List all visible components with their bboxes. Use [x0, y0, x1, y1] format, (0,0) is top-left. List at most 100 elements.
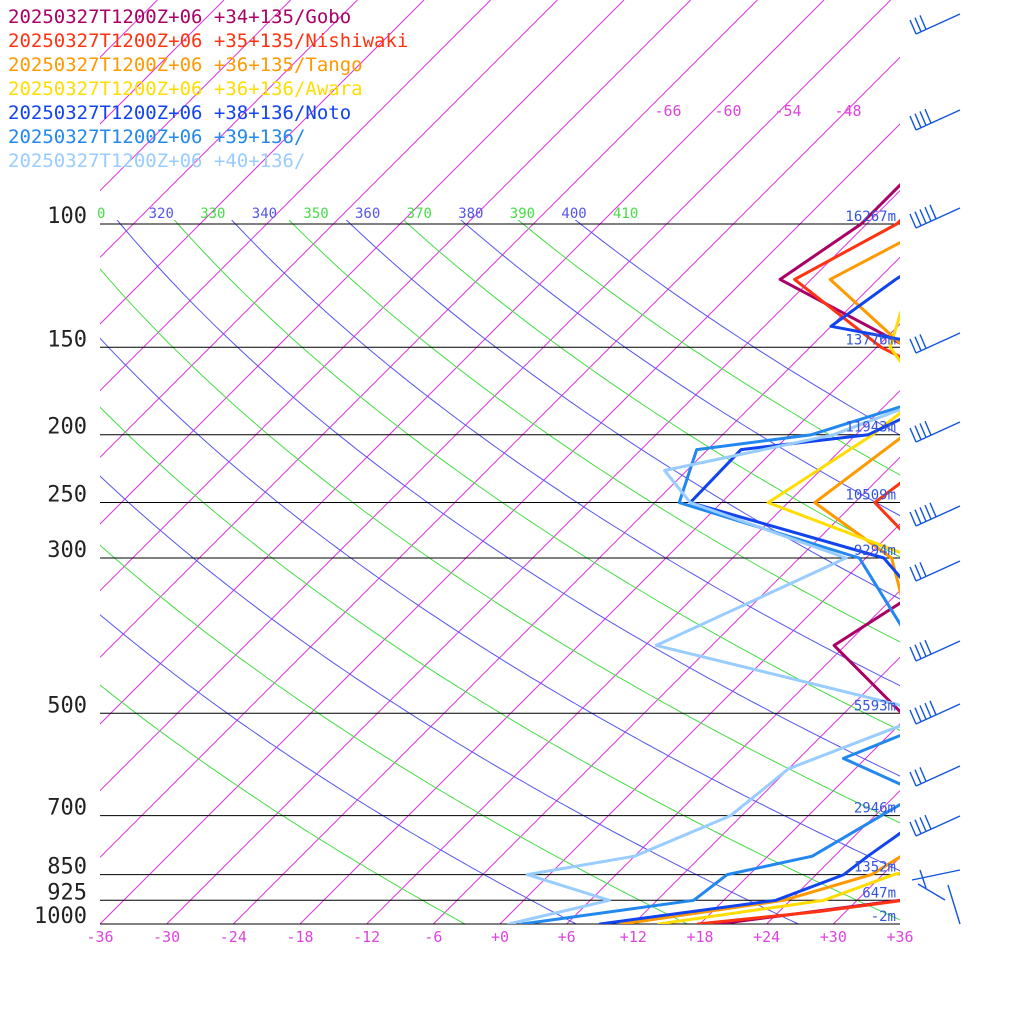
height-label: 13776m — [845, 332, 896, 348]
wind-barb-staff — [915, 815, 961, 837]
wind-barb — [909, 814, 961, 837]
pressure-label: 200 — [47, 415, 87, 440]
wind-barb-staff — [915, 421, 961, 443]
pressure-label: 300 — [47, 538, 87, 563]
wind-barb-feather — [919, 423, 927, 438]
wind-barb-feather — [919, 705, 927, 720]
temperature-tick-label: -18 — [286, 928, 313, 946]
temperature-tick-label: +12 — [620, 928, 647, 946]
height-label: 11943m — [845, 420, 896, 436]
theta-curve — [116, 220, 900, 777]
theta-curve — [345, 220, 900, 600]
isotherm-line — [499, 523, 900, 924]
wind-barb-feather — [919, 209, 927, 224]
height-label: 647m — [862, 885, 896, 901]
theta-label: 400 — [561, 206, 586, 222]
legend-entry: 20250327T1200Z+06 +35+135/Nishiwaki — [8, 30, 408, 52]
wind-barb — [909, 639, 961, 662]
wind-barb-feather — [919, 869, 927, 889]
wind-barb-staff — [915, 640, 961, 662]
wind-barb-feather — [909, 771, 917, 787]
height-label: 9294m — [854, 543, 896, 559]
wind-barb-feather — [914, 509, 922, 524]
legend-entry: 20250327T1200Z+06 +36+136/Awara — [8, 78, 363, 100]
isotherm-line — [100, 56, 900, 859]
pressure-label: 850 — [47, 855, 87, 880]
wind-barb-feather — [914, 769, 922, 784]
series-line — [859, 182, 900, 226]
temperature-tick-label: -12 — [353, 928, 380, 946]
isotherm-line — [100, 0, 425, 325]
wind-barb-feather — [929, 700, 937, 716]
wind-barb-feather — [924, 639, 932, 655]
wind-barbs — [909, 13, 961, 925]
upper-temperature-label: -60 — [714, 102, 741, 120]
wind-barb-feather — [909, 427, 917, 443]
wind-barb-feather — [909, 511, 917, 527]
theta-curve — [402, 220, 900, 558]
wind-barb-feather — [914, 819, 922, 834]
pressure-label: 150 — [47, 327, 87, 352]
height-label: -2m — [871, 909, 896, 925]
temperature-tick-label: +36 — [886, 928, 913, 946]
wind-barb-staff — [917, 883, 946, 901]
wind-barb-feather — [919, 767, 927, 782]
wind-barb-feather — [929, 204, 937, 220]
profile-series — [507, 182, 900, 924]
series-line — [507, 408, 900, 924]
series-line — [716, 222, 900, 924]
wind-barb — [911, 869, 961, 925]
wind-barb-feather — [914, 564, 922, 579]
wind-barb-staff — [915, 560, 961, 582]
theta-label: 360 — [355, 206, 380, 222]
wind-barb-feather — [919, 817, 927, 832]
upper-temperature-label: -48 — [834, 102, 861, 120]
wind-barb-staff — [911, 869, 961, 881]
isotherm-line — [566, 589, 900, 924]
wind-barb — [909, 204, 961, 229]
wind-barb-feather — [919, 507, 927, 522]
wind-barb — [909, 502, 961, 527]
temperature-tick-label: +6 — [558, 928, 576, 946]
theta-label: 340 — [252, 206, 277, 222]
temperature-tick-label: -30 — [153, 928, 180, 946]
wind-barb-feather — [919, 15, 927, 30]
upper-temperature-label: -54 — [774, 102, 801, 120]
wind-barb — [909, 420, 961, 443]
theta-curve — [100, 268, 900, 824]
theta-label: 320 — [149, 206, 174, 222]
series-line — [520, 405, 900, 924]
pressure-label: 500 — [47, 693, 87, 718]
legend-entry: 20250327T1200Z+06 +38+136/Noto — [8, 102, 351, 124]
wind-barb-staff — [915, 505, 961, 527]
isotherm-line — [100, 0, 358, 259]
wind-barb-feather — [909, 338, 917, 354]
wind-barb-staff — [915, 109, 961, 131]
isotherm-line — [100, 0, 292, 192]
temperature-tick-label: +30 — [820, 928, 847, 946]
legend: 20250327T1200Z+06 +34+135/Gobo20250327T1… — [8, 6, 408, 172]
theta-label: 0 — [97, 206, 105, 222]
theta-curve — [460, 220, 900, 517]
isotherm-line — [699, 723, 900, 924]
theta-curve — [288, 220, 900, 643]
theta-label: 380 — [458, 206, 483, 222]
temperature-tick-label: +18 — [686, 928, 713, 946]
isotherm-line — [100, 123, 900, 924]
height-label: 16267m — [845, 209, 896, 225]
isotherm-line — [166, 189, 900, 924]
temperature-tick-label: +0 — [491, 928, 509, 946]
isotherm-line — [100, 0, 625, 525]
wind-barb-feather — [914, 113, 922, 128]
pressure-label: 100 — [47, 204, 87, 229]
isotherm-line — [100, 0, 892, 792]
isotherm-line — [232, 256, 900, 924]
wind-barb — [909, 765, 961, 787]
wind-barb-feather — [914, 17, 922, 32]
wind-barb-feather — [909, 19, 917, 35]
wind-barb-feather — [909, 115, 917, 131]
theta-label: 410 — [613, 206, 638, 222]
theta-curve — [230, 220, 900, 687]
height-label: 5593m — [854, 698, 896, 714]
